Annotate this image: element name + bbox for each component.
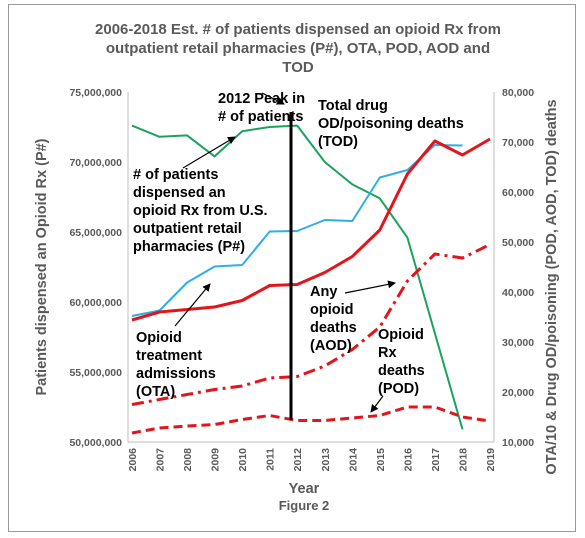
- annotation-pod-line-4: (POD): [378, 381, 419, 397]
- right-y-axis-title: OTA/10 & Drug OD/poisoning (POD, AOD, TO…: [544, 99, 560, 474]
- annotation-aod-line-2: opioid: [310, 302, 354, 318]
- x-tick-label: 2010: [237, 448, 249, 472]
- series-line-3: [131, 243, 491, 406]
- annotation-peak: 2012 Peak in # of patients: [218, 91, 305, 125]
- chart-title-line-1: 2006-2018 Est. # of patients dispensed a…: [95, 21, 501, 38]
- annotation-aod: Any opioid deaths (AOD): [310, 284, 357, 354]
- annotation-peak-arrow: [261, 92, 285, 105]
- annotation-p-line-4: outpatient retail: [133, 221, 242, 237]
- annotation-tod: Total drug OD/poisoning deaths (TOD): [318, 98, 464, 150]
- left-y-tick-label: 65,000,000: [69, 227, 122, 239]
- annotation-pod-arrow: [370, 395, 384, 413]
- left-y-tick-label: 60,000,000: [69, 297, 122, 309]
- annotation-aod-line-4: (AOD): [310, 338, 352, 354]
- right-y-tick-label: 80,000: [502, 87, 534, 99]
- left-y-tick-label: 50,000,000: [69, 437, 122, 449]
- annotation-p: # of patients dispensed an opioid Rx fro…: [133, 167, 268, 255]
- annotation-peak-line-2: # of patients: [218, 109, 303, 125]
- annotation-p-line-3: opioid Rx from U.S.: [133, 203, 268, 219]
- right-y-tick-label: 40,000: [502, 287, 534, 299]
- left-y-tick-label: 55,000,000: [69, 367, 122, 379]
- annotation-tod-line-3: (TOD): [318, 134, 358, 150]
- annotation-ota-line-1: Opioid: [136, 330, 182, 346]
- x-tick-label: 2011: [265, 448, 277, 471]
- figure-caption: Figure 2: [279, 498, 330, 513]
- annotation-pod-line-2: Rx: [378, 345, 397, 361]
- annotation-pod-line-3: deaths: [378, 363, 425, 379]
- annotation-p-line-5: pharmacies (P#): [133, 239, 245, 255]
- annotation-tod-line-1: Total drug: [318, 98, 388, 114]
- series-line-0: [131, 124, 464, 430]
- annotation-p-arrow: [182, 136, 236, 169]
- x-tick-label: 2018: [457, 448, 469, 472]
- annotation-ota-line-3: admissions: [136, 366, 216, 382]
- annotation-tod-line-2: OD/poisoning deaths: [318, 116, 464, 132]
- series-layer: [131, 124, 491, 435]
- x-tick-label: 2015: [375, 448, 387, 472]
- x-axis-title: Year: [289, 481, 320, 497]
- x-tick-label: 2019: [485, 448, 497, 472]
- x-axis-ticks: 2006 2007 2008 2009 2010 2011 2012 2013 2014 2015…: [127, 448, 497, 472]
- right-y-tick-label: 70,000: [502, 137, 534, 149]
- x-tick-label: 2013: [320, 448, 332, 472]
- annotation-ota-arrow: [174, 283, 211, 327]
- annotation-ota-line-2: treatment: [136, 348, 202, 364]
- right-y-axis-ticks: 10,000 20,000 30,000 40,000 50,000 60,000 70,0…: [502, 87, 534, 449]
- left-y-axis-title: Patients dispensed an Opioid Rx (P#): [34, 138, 50, 395]
- annotation-p-line-1: # of patients: [133, 167, 218, 183]
- x-tick-label: 2012: [292, 448, 304, 472]
- annotation-peak-line-1: 2012 Peak in: [218, 91, 305, 107]
- x-tick-label: 2017: [430, 448, 442, 472]
- chart-frame: [8, 4, 576, 532]
- x-tick-label: 2008: [182, 448, 194, 472]
- annotation-pod-line-1: Opioid: [378, 327, 424, 343]
- annotation-ota-line-4: (OTA): [136, 384, 175, 400]
- x-tick-label: 2014: [347, 448, 359, 472]
- chart-title-line-3: TOD: [282, 59, 314, 76]
- annotation-aod-line-3: deaths: [310, 320, 357, 336]
- series-line-4: [131, 405, 491, 435]
- x-tick-label: 2009: [210, 448, 222, 472]
- x-tick-label: 2006: [127, 448, 139, 472]
- right-y-tick-label: 20,000: [502, 387, 534, 399]
- annotation-pod: Opioid Rx deaths (POD): [378, 327, 425, 397]
- left-y-axis-ticks: 50,000,000 55,000,000 60,000,000 65,000,000…: [69, 87, 122, 449]
- right-y-tick-label: 30,000: [502, 337, 534, 349]
- right-y-tick-label: 10,000: [502, 437, 534, 449]
- annotation-aod-arrow: [344, 280, 396, 294]
- series-line-1: [131, 144, 463, 317]
- left-y-tick-label: 70,000,000: [69, 157, 122, 169]
- x-tick-label: 2007: [155, 448, 167, 472]
- right-y-tick-label: 50,000: [502, 237, 534, 249]
- annotation-p-line-2: dispensed an: [133, 185, 226, 201]
- annotation-ota: Opioid treatment admissions (OTA): [136, 330, 216, 400]
- series-line-2: [131, 137, 491, 322]
- x-tick-label: 2016: [402, 448, 414, 472]
- right-y-tick-label: 60,000: [502, 187, 534, 199]
- annotation-aod-line-1: Any: [310, 284, 337, 300]
- left-y-tick-label: 75,000,000: [69, 87, 122, 99]
- chart-title-line-2: outpatient retail pharmacies (P#), OTA, …: [106, 40, 490, 57]
- chart-title: 2006-2018 Est. # of patients dispensed a…: [95, 21, 501, 76]
